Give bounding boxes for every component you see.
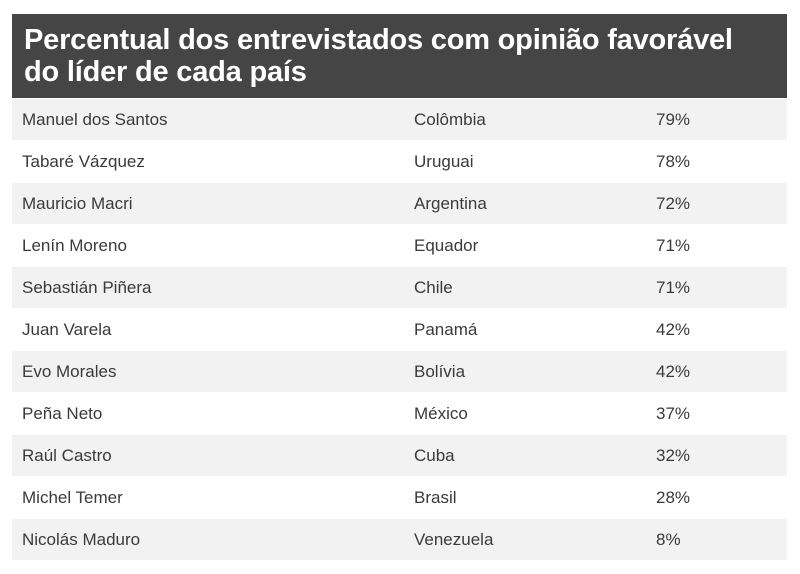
favorability-percent: 28% <box>656 487 691 507</box>
table-row: Lenín Moreno Equador 71% <box>12 224 787 266</box>
country-name: México <box>414 403 468 423</box>
leader-name: Lenín Moreno <box>22 235 127 255</box>
country-name: Brasil <box>414 487 457 507</box>
table-row: Michel Temer Brasil 28% <box>12 476 787 518</box>
leader-name: Tabaré Vázquez <box>22 151 145 171</box>
table-header: Percentual dos entrevistados com opinião… <box>12 14 787 98</box>
favorability-percent: 42% <box>656 319 691 339</box>
table-row: Manuel dos Santos Colômbia 79% <box>12 98 787 140</box>
leader-name: Peña Neto <box>22 403 103 423</box>
leader-name: Mauricio Macri <box>22 193 133 213</box>
favorability-percent: 37% <box>656 403 691 423</box>
table-row: Raúl Castro Cuba 32% <box>12 434 787 476</box>
favorability-table: Percentual dos entrevistados com opinião… <box>12 14 787 560</box>
country-name: Bolívia <box>414 361 466 381</box>
favorability-percent: 71% <box>656 235 691 255</box>
table-row: Peña Neto México 37% <box>12 392 787 434</box>
country-name: Chile <box>414 277 453 297</box>
country-name: Venezuela <box>414 529 494 549</box>
favorability-percent: 78% <box>656 151 691 171</box>
leader-name: Juan Varela <box>22 319 112 339</box>
country-name: Equador <box>414 235 479 255</box>
leader-name: Evo Morales <box>22 361 117 381</box>
favorability-percent: 32% <box>656 445 691 465</box>
country-name: Colômbia <box>414 109 486 129</box>
country-name: Argentina <box>414 193 487 213</box>
table-row: Nicolás Maduro Venezuela 8% <box>12 518 787 560</box>
table-row: Mauricio Macri Argentina 72% <box>12 182 787 224</box>
favorability-percent: 71% <box>656 277 691 297</box>
table-row: Tabaré Vázquez Uruguai 78% <box>12 140 787 182</box>
table-row: Sebastián Piñera Chile 71% <box>12 266 787 308</box>
favorability-percent: 8% <box>656 529 681 549</box>
favorability-percent: 72% <box>656 193 691 213</box>
table-title: Percentual dos entrevistados com opinião… <box>24 24 733 88</box>
favorability-percent: 79% <box>656 109 691 129</box>
leader-name: Sebastián Piñera <box>22 277 152 297</box>
country-name: Uruguai <box>414 151 474 171</box>
table-row: Juan Varela Panamá 42% <box>12 308 787 350</box>
country-name: Panamá <box>414 319 478 339</box>
leader-name: Manuel dos Santos <box>22 109 168 129</box>
leader-name: Raúl Castro <box>22 445 112 465</box>
country-name: Cuba <box>414 445 455 465</box>
leader-name: Michel Temer <box>22 487 123 507</box>
leader-name: Nicolás Maduro <box>22 529 141 549</box>
table-body: Manuel dos Santos Colômbia 79% Tabaré Vázqu… <box>12 98 787 560</box>
table-row: Evo Morales Bolívia 42% <box>12 350 787 392</box>
favorability-percent: 42% <box>656 361 691 381</box>
